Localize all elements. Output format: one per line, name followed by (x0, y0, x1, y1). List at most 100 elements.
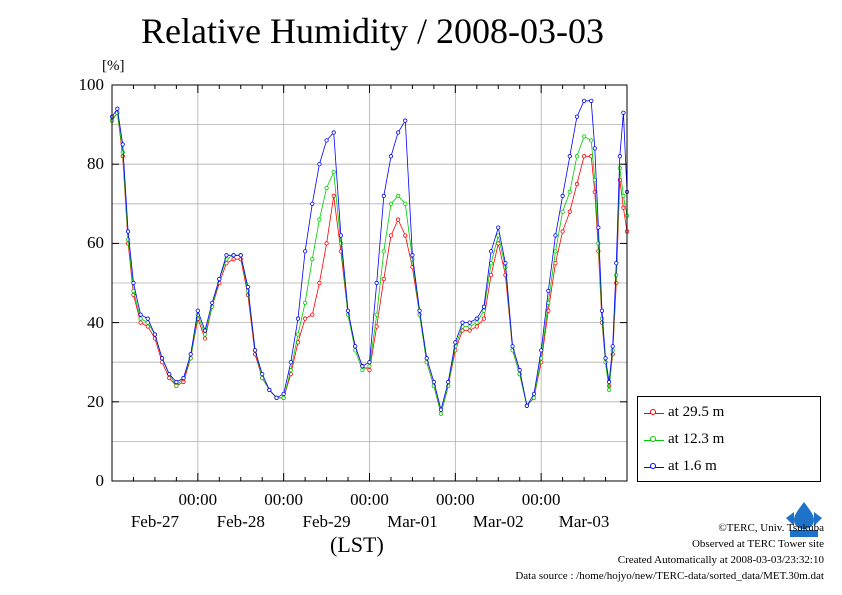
data-point-series-2 (252, 348, 258, 353)
data-point-series-0 (331, 193, 336, 198)
data-point-series-1 (567, 189, 572, 195)
data-point-series-2 (503, 261, 508, 266)
data-point-series-0 (592, 189, 597, 195)
data-point-series-0 (474, 324, 479, 329)
data-point-series-2 (617, 154, 622, 159)
data-point-series-0 (388, 233, 394, 238)
data-point-series-2 (231, 253, 236, 258)
data-point-series-2 (474, 316, 479, 321)
data-point-series-1 (324, 185, 329, 191)
chart-legend: at 29.5 m at 12.3 m at 1.6 m (637, 396, 821, 482)
terc-logo (784, 500, 824, 538)
data-point-series-2 (138, 312, 143, 317)
data-point-series-2 (381, 193, 386, 198)
data-point-series-0 (403, 233, 408, 238)
data-point-series-0 (167, 375, 172, 381)
data-point-series-2 (131, 280, 136, 286)
y-tick-label: 0 (95, 471, 105, 490)
data-point-series-2 (599, 308, 605, 313)
data-point-series-1 (614, 272, 619, 278)
data-point-series-0 (574, 181, 580, 187)
data-point-series-2 (574, 114, 580, 119)
x-date-label: Feb-28 (216, 512, 265, 531)
data-point-series-2 (510, 344, 515, 349)
legend-marker-blue (650, 463, 656, 469)
data-point-series-2 (202, 328, 208, 333)
data-point-series-2 (603, 356, 608, 361)
data-point-series-0 (381, 276, 386, 282)
data-point-series-1 (374, 312, 379, 317)
y-axis-unit-label: [%] (102, 58, 125, 74)
data-point-series-2 (267, 387, 272, 393)
data-point-series-2 (317, 162, 322, 167)
data-point-series-0 (367, 368, 372, 373)
data-point-series-0 (303, 316, 308, 321)
data-point-series-2 (460, 320, 465, 325)
legend-marker-red (650, 409, 656, 415)
data-point-series-1 (438, 411, 444, 416)
data-point-series-2 (324, 138, 329, 143)
data-point-series-2 (431, 379, 436, 385)
data-point-series-0 (467, 328, 472, 333)
data-point-series-2 (310, 201, 315, 206)
x-time-label: 00:00 (521, 490, 561, 509)
data-point-series-2 (417, 308, 422, 313)
data-point-series-1 (589, 138, 594, 143)
data-point-series-2 (159, 356, 165, 361)
data-point-series-1 (310, 257, 315, 262)
created-text: Created Automatically at 2008-03-03/23:3… (617, 554, 824, 566)
x-date-label: Mar-03 (558, 512, 610, 531)
data-point-series-2 (295, 316, 301, 321)
data-point-series-1 (367, 364, 372, 369)
data-point-series-0 (560, 229, 565, 234)
data-point-series-0 (481, 316, 487, 321)
data-point-series-2 (120, 142, 125, 147)
data-point-series-2 (145, 316, 150, 321)
legend-label: at 12.3 m (668, 431, 725, 447)
data-point-series-2 (195, 308, 200, 313)
data-point-series-2 (424, 356, 429, 361)
data-point-series-2 (596, 225, 601, 230)
data-point-series-1 (381, 249, 386, 254)
x-date-label: Mar-02 (472, 512, 524, 531)
data-point-series-2 (288, 360, 293, 365)
data-point-series-2 (374, 280, 379, 286)
observed-text: Observed at TERC Tower site (691, 538, 824, 550)
data-point-series-0 (621, 205, 626, 210)
data-point-series-2 (524, 403, 529, 408)
data-point-series-2 (410, 253, 415, 258)
data-point-series-1 (531, 395, 537, 400)
data-point-series-0 (138, 320, 143, 325)
data-point-series-2 (531, 391, 537, 396)
x-date-label: Feb-27 (130, 512, 179, 531)
data-point-series-2 (589, 98, 594, 103)
data-point-series-1 (553, 249, 558, 254)
data-point-series-1 (174, 383, 179, 389)
data-point-series-2 (607, 379, 612, 385)
data-point-series-0 (310, 312, 315, 317)
y-tick-label: 60 (87, 233, 104, 253)
x-date-label: Mar-01 (387, 512, 438, 531)
legend-item-29-5m: at 29.5 m (638, 403, 820, 423)
data-point-series-2 (446, 379, 451, 385)
data-point-series-2 (496, 225, 501, 230)
data-point-series-2 (303, 249, 308, 254)
data-point-series-0 (396, 217, 401, 222)
data-point-series-1 (599, 316, 605, 321)
y-tick-label: 80 (87, 154, 104, 174)
data-point-series-2 (581, 98, 587, 103)
x-time-label: 00:00 (264, 490, 304, 509)
data-point-series-2 (338, 233, 343, 238)
data-point-series-2 (453, 340, 458, 345)
data-point-series-1 (481, 308, 487, 313)
data-point-series-0 (488, 272, 494, 278)
data-point-series-1 (281, 395, 286, 400)
data-point-series-2 (517, 368, 522, 373)
legend-label: at 29.5 m (668, 404, 725, 420)
data-point-series-2 (467, 320, 472, 325)
data-point-series-1 (202, 332, 208, 337)
data-point-series-2 (614, 261, 619, 266)
data-point-series-2 (403, 118, 408, 123)
data-point-series-1 (607, 387, 612, 393)
data-point-series-2 (553, 233, 558, 238)
